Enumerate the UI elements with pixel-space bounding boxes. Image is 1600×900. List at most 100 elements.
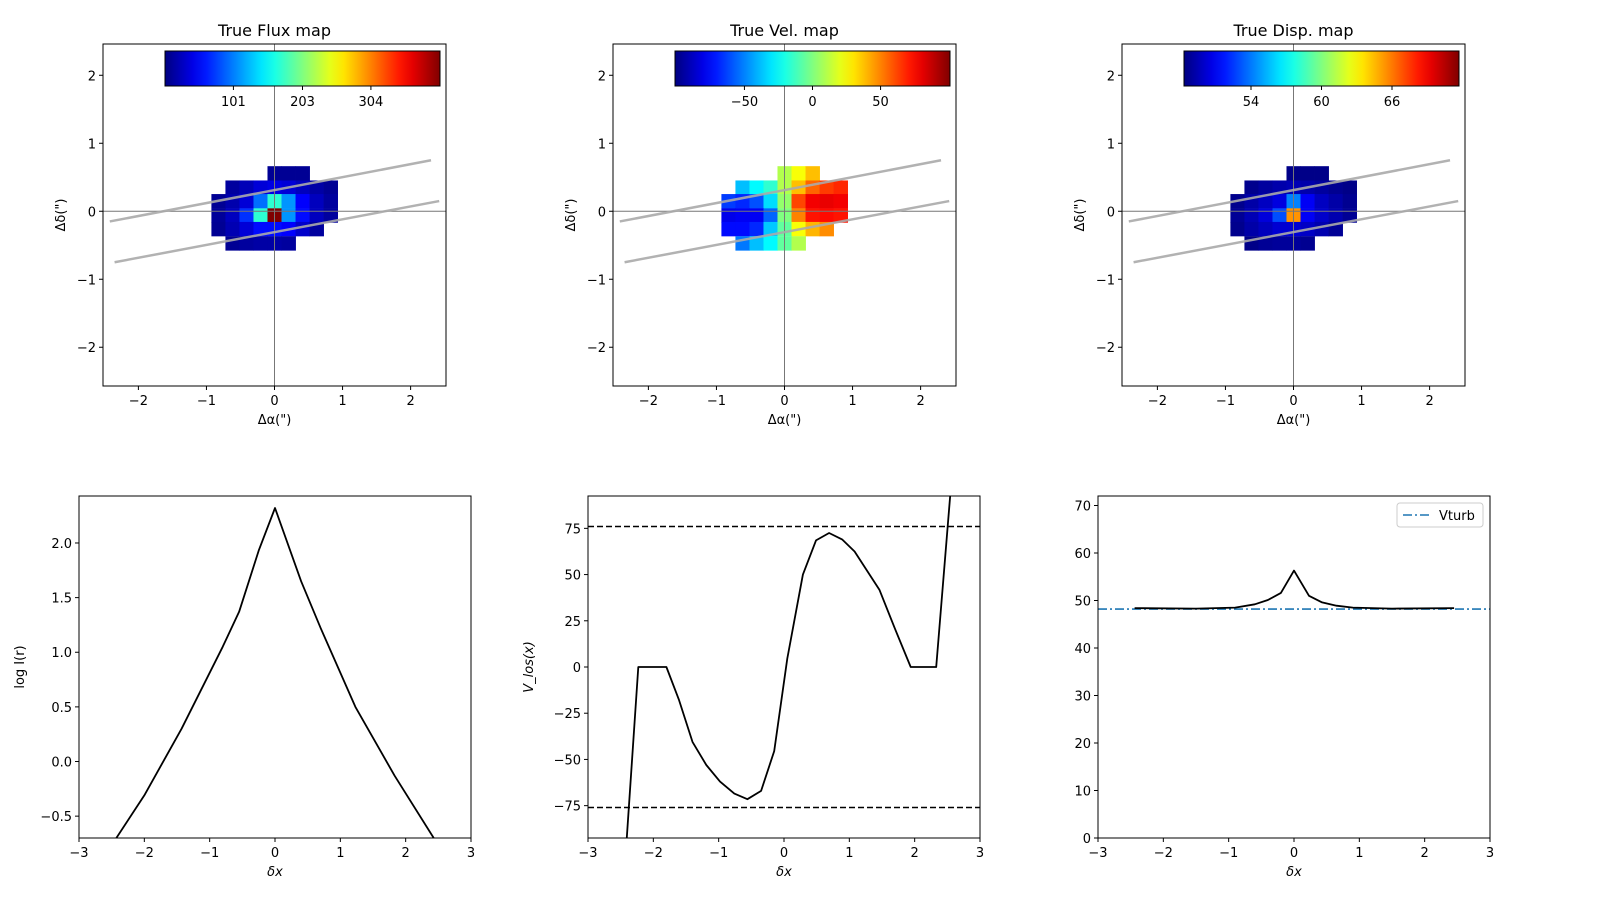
slit-edge-line	[114, 199, 440, 264]
x-tick-label: −1	[707, 394, 726, 409]
chart-title: True Flux map	[217, 21, 331, 40]
x-axis-label: Δα(")	[768, 413, 802, 428]
colorbar-tick-label: 203	[290, 95, 315, 110]
y-tick-label: −75	[554, 800, 581, 815]
x-tick-label: −2	[639, 394, 658, 409]
chart-title: True Disp. map	[1232, 21, 1353, 40]
slit-edge-line	[619, 159, 942, 223]
map-pixel	[225, 221, 240, 237]
map-pixel	[1328, 194, 1343, 209]
colorbar-tick-label: −50	[731, 95, 758, 110]
colorbar	[164, 50, 441, 87]
y-tick-label: 1	[1107, 137, 1115, 152]
map-pixel	[749, 194, 764, 209]
y-axis-label: Δδ(")	[564, 199, 579, 232]
map-pixel	[1244, 221, 1259, 237]
x-tick-label: −1	[709, 846, 728, 861]
map-pixel	[1314, 194, 1329, 209]
x-tick-label: 3	[467, 846, 475, 861]
x-axis-label: δx	[267, 865, 283, 880]
y-tick-label: 75	[564, 522, 581, 537]
y-tick-label: 0	[573, 661, 581, 676]
y-axis-label: Δδ(")	[1073, 199, 1088, 232]
x-tick-label: 2	[1425, 394, 1433, 409]
x-tick-label: −1	[1216, 394, 1235, 409]
panel-2: −50 0 50 −2 −1 0 1 2 −2 −1 0 1 2 True Vel. map Δα(") Δδ…	[564, 21, 957, 428]
plot-area	[1122, 44, 1465, 386]
y-tick-label: 2	[598, 69, 606, 84]
map-pixel	[239, 221, 254, 237]
map-pixel	[763, 208, 778, 223]
map-pixel	[253, 194, 268, 209]
map-pixel	[805, 208, 820, 223]
y-tick-label: 0.5	[51, 701, 72, 716]
map-pixel	[791, 236, 806, 251]
x-tick-label: 1	[1355, 846, 1363, 861]
x-tick-label: 0	[271, 846, 279, 861]
series-line	[1134, 569, 1455, 610]
map-pixel	[1272, 194, 1287, 209]
plot-area	[103, 44, 446, 386]
map-pixel	[295, 208, 310, 223]
map-pixel	[735, 208, 750, 223]
x-axis-label: δx	[776, 865, 792, 880]
map-pixel	[721, 208, 736, 223]
slit-edge-line	[1133, 199, 1459, 264]
colorbar-tick-label: 60	[1313, 95, 1330, 110]
y-axis-label: log I(r)	[13, 645, 28, 688]
x-tick-label: −3	[1088, 846, 1107, 861]
chart-title: True Vel. map	[729, 21, 839, 40]
y-tick-label: 0	[1083, 832, 1091, 847]
map-pixel	[281, 194, 296, 209]
map-pixel	[1272, 208, 1287, 223]
map-pixel	[1230, 208, 1245, 223]
plot-area	[1098, 569, 1490, 610]
x-axis-label: Δα(")	[258, 413, 292, 428]
colorbar-tick-label: 66	[1384, 95, 1401, 110]
y-tick-label: 25	[564, 615, 581, 630]
x-tick-label: 2	[1421, 846, 1429, 861]
x-tick-label: −2	[1148, 394, 1167, 409]
y-tick-label: 0	[1107, 205, 1115, 220]
map-pixel	[1314, 166, 1329, 181]
y-tick-label: 10	[1074, 785, 1091, 800]
slit-edge-line	[624, 199, 950, 264]
x-tick-label: −2	[135, 846, 154, 861]
x-tick-label: 0	[1290, 846, 1298, 861]
map-pixel	[1342, 180, 1357, 195]
x-tick-label: −1	[1219, 846, 1238, 861]
map-pixel	[763, 236, 778, 251]
y-tick-label: 2.0	[51, 537, 72, 552]
y-tick-label: 60	[1074, 547, 1091, 562]
y-tick-label: −1	[587, 273, 606, 288]
map-pixel	[833, 194, 848, 209]
map-pixel	[833, 180, 848, 195]
map-pixel	[1342, 194, 1357, 209]
map-pixel	[239, 194, 254, 209]
x-tick-label: 1	[338, 394, 346, 409]
map-pixel	[239, 236, 254, 251]
x-tick-label: 1	[848, 394, 856, 409]
y-tick-label: −25	[554, 707, 581, 722]
panel-3: 54 60 66 −2 −1 0 1 2 −2 −1 0 1 2 True Disp. map Δα(") Δ…	[1073, 21, 1466, 428]
y-tick-label: 2	[88, 69, 96, 84]
y-tick-label: −1	[1096, 273, 1115, 288]
map-pixel	[721, 221, 736, 237]
panel-5: −3 −2 −1 0 1 2 3 −75 −50 −25 0 25 50 75 δx V_los(x)	[522, 495, 984, 880]
map-pixel	[819, 208, 834, 223]
colorbar	[674, 50, 951, 87]
map-pixel	[1244, 208, 1259, 223]
map-pixel	[1258, 221, 1273, 237]
y-tick-label: −1	[77, 273, 96, 288]
x-tick-label: 1	[1357, 394, 1365, 409]
map-pixel	[1258, 194, 1273, 209]
map-pixel	[1258, 180, 1273, 195]
panel-1: 101 203 304 −2 −1 0 1 2 −2 −1 0 1 2 True Flux map Δα("…	[54, 21, 447, 428]
map-pixel	[763, 221, 778, 237]
y-tick-label: 1.5	[51, 592, 72, 607]
x-tick-label: −3	[578, 846, 597, 861]
map-pixel	[749, 221, 764, 237]
legend-box	[1396, 502, 1484, 528]
map-pixel	[791, 194, 806, 209]
